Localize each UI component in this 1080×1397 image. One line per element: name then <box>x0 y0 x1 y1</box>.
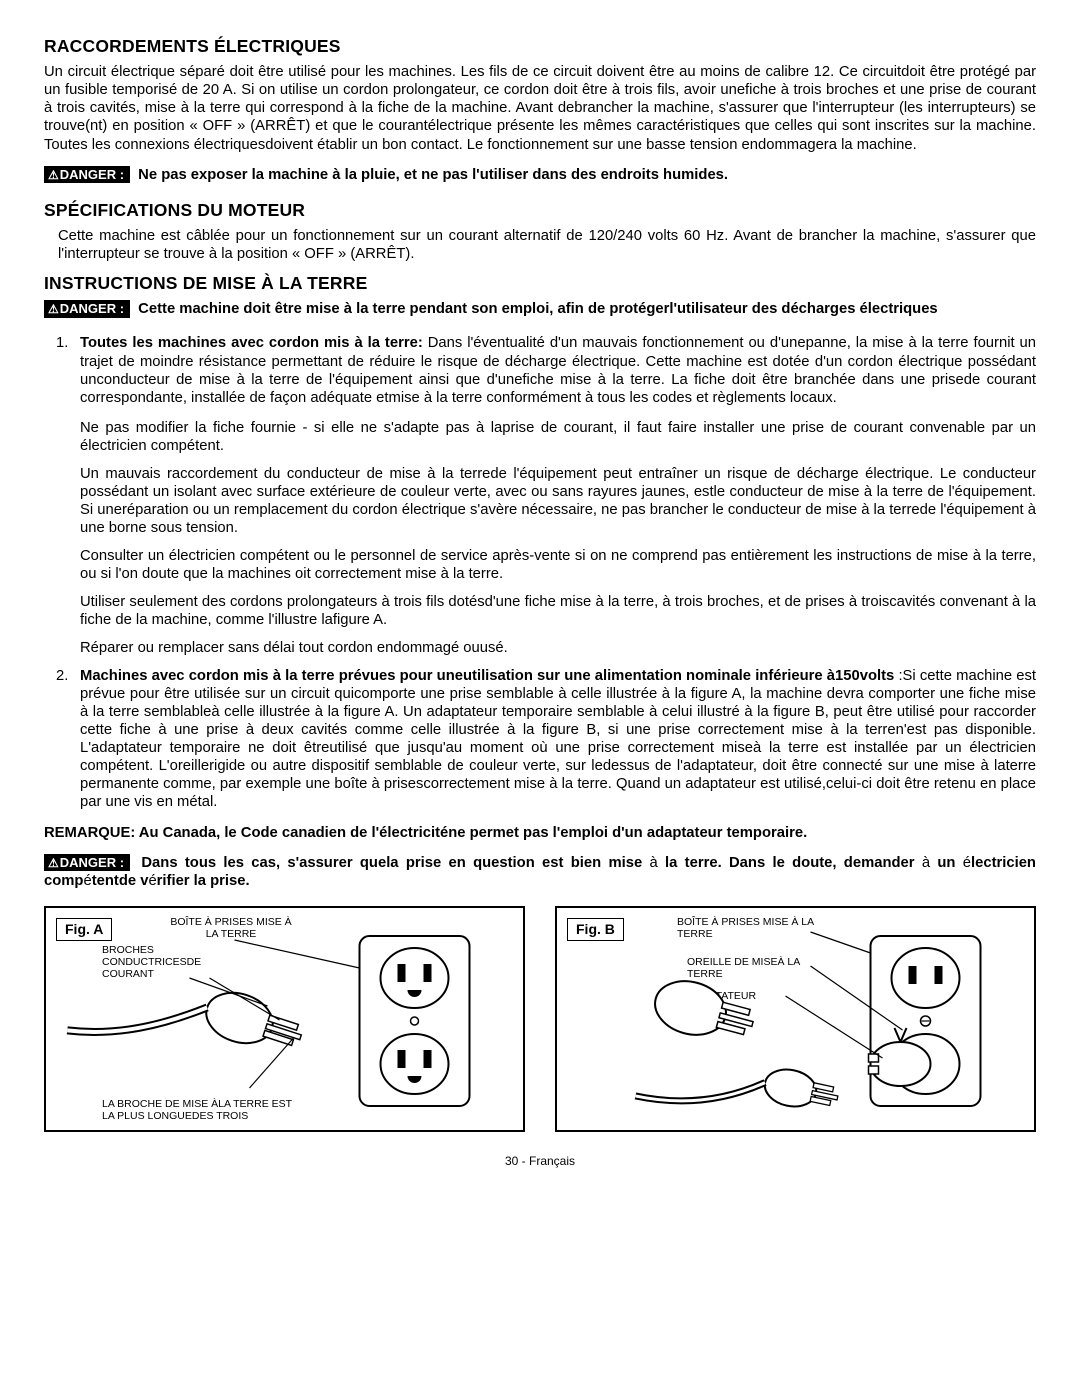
li1-sub4: Utiliser seulement des cordons prolongat… <box>44 593 1036 629</box>
li2-body: :Si cette machine est prévue pour être u… <box>80 668 1036 810</box>
li2-lead: Machines avec cordon mis à la terre prév… <box>80 668 898 684</box>
figure-b: Fig. B BOÎTE À PRISES MISE À LA TERRE OR… <box>555 906 1036 1132</box>
danger-badge: ⚠DANGER : <box>44 854 130 872</box>
grounding-list-2: 2. Machines avec cordon mis à la terre p… <box>44 667 1036 811</box>
danger-label-text: DANGER : <box>60 855 124 870</box>
danger-label-text: DANGER : <box>60 167 124 182</box>
li1-sub3: Consulter un électricien compétent ou le… <box>44 547 1036 583</box>
figure-a: Fig. A BOÎTE À PRISES MISE À LA TERRE BR… <box>44 906 525 1132</box>
page-footer: 30 - Français <box>44 1154 1036 1169</box>
figures-row: Fig. A BOÎTE À PRISES MISE À LA TERRE BR… <box>44 906 1036 1132</box>
grounding-list: 1. Toutes les machines avec cordon mis à… <box>44 334 1036 406</box>
danger2-j: é <box>148 873 156 889</box>
danger2-k: rifier la prise. <box>157 873 250 889</box>
section2-paragraph: Cette machine est câblée pour un fonctio… <box>44 227 1036 263</box>
li1-sub5: Réparer ou remplacer sans délai tout cor… <box>44 639 1036 657</box>
danger2-i: tentde v <box>92 873 149 889</box>
danger-badge: ⚠DANGER : <box>44 166 130 184</box>
section1-danger: ⚠DANGER : Ne pas exposer la machine à la… <box>44 166 1036 184</box>
section1-danger-text: Ne pas exposer la machine à la pluie, et… <box>138 167 728 183</box>
danger-label-text: DANGER : <box>60 301 124 316</box>
danger2-b: à <box>649 855 657 871</box>
warning-icon: ⚠ <box>48 168 59 182</box>
li1-sub1: Ne pas modifier la fiche fournie - si el… <box>44 419 1036 455</box>
danger2-f: é <box>963 855 971 871</box>
section3-danger2: ⚠DANGER : Dans tous les cas, s'assurer q… <box>44 854 1036 890</box>
danger2-e: un <box>930 855 963 871</box>
section3-danger1: ⚠DANGER : Cette machine doit être mise à… <box>44 300 1036 318</box>
list-number-1: 1. <box>56 334 68 352</box>
li1-lead: Toutes les machines avec cordon mis à la… <box>80 335 423 351</box>
remarque: REMARQUE: Au Canada, le Code canadien de… <box>44 824 1036 842</box>
section1-paragraph: Un circuit électrique séparé doit être u… <box>44 63 1036 153</box>
danger2-h: é <box>83 873 91 889</box>
list-item-2: 2. Machines avec cordon mis à la terre p… <box>44 667 1036 811</box>
heading-specifications: SPÉCIFICATIONS DU MOTEUR <box>44 200 1036 221</box>
warning-icon: ⚠ <box>48 856 59 870</box>
danger2-d: à <box>922 855 930 871</box>
list-number-2: 2. <box>56 667 68 685</box>
li1-sub2: Un mauvais raccordement du conducteur de… <box>44 465 1036 537</box>
warning-icon: ⚠ <box>48 302 59 316</box>
heading-raccordements: RACCORDEMENTS ÉLECTRIQUES <box>44 36 1036 57</box>
danger2-a: Dans tous les cas, s'assurer quela prise… <box>141 855 649 871</box>
heading-instructions: INSTRUCTIONS DE MISE À LA TERRE <box>44 273 1036 294</box>
section3-danger1-text: Cette machine doit être mise à la terre … <box>138 301 938 317</box>
list-item-1: 1. Toutes les machines avec cordon mis à… <box>44 334 1036 406</box>
figA-svg <box>46 908 523 1130</box>
figB-svg <box>557 908 1034 1130</box>
danger-badge: ⚠DANGER : <box>44 300 130 318</box>
danger2-c: la terre. Dans le doute, demander <box>658 855 922 871</box>
